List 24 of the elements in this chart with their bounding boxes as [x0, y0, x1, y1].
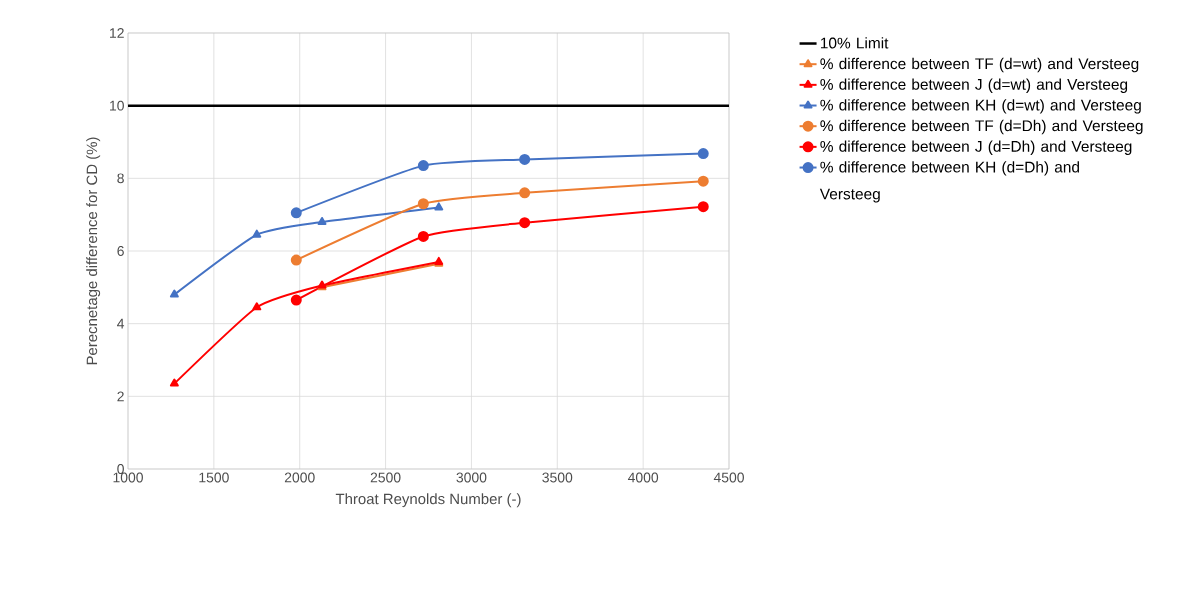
- x-tick-label: 3500: [542, 472, 573, 483]
- legend-label: % difference between J (d=wt) and Versteeg: [820, 78, 1128, 93]
- legend-label: % difference between J (d=Dh) and Versteeg: [820, 140, 1132, 155]
- x-tick-label: 3000: [456, 472, 487, 483]
- y-tick-label: 2: [117, 391, 124, 402]
- legend-label: % difference between KH (d=wt) and Versteeg: [820, 99, 1141, 114]
- legend-label: % difference between TF (d=Dh) and Versteeg: [820, 119, 1143, 135]
- y-tick-label: 4: [117, 318, 125, 329]
- y-tick-label: 6: [117, 246, 124, 256]
- x-tick-label: 1500: [199, 472, 229, 483]
- legend-label: 10% Limit: [820, 37, 889, 49]
- x-tick-label: 2000: [284, 472, 315, 483]
- x-tick-label: 4000: [627, 472, 659, 483]
- x-tick-label: 1000: [113, 472, 143, 483]
- y-tick-label: 12: [110, 28, 124, 38]
- x-tick-label: 4500: [713, 472, 744, 483]
- x-axis-title: Throat Reynolds Number (-): [335, 493, 521, 508]
- y-tick-label: 8: [117, 173, 124, 184]
- y-tick-label: 0: [117, 464, 124, 474]
- y-axis-title: Perecnetage difference for CD (%): [86, 137, 101, 365]
- x-tick-label: 2500: [370, 472, 401, 483]
- legend-label: % difference between KH (d=Dh) and Versteeg: [819, 161, 1079, 203]
- legend-label: % difference between TF (d=wt) and Versteeg: [820, 57, 1139, 73]
- y-tick-label: 10: [110, 100, 124, 111]
